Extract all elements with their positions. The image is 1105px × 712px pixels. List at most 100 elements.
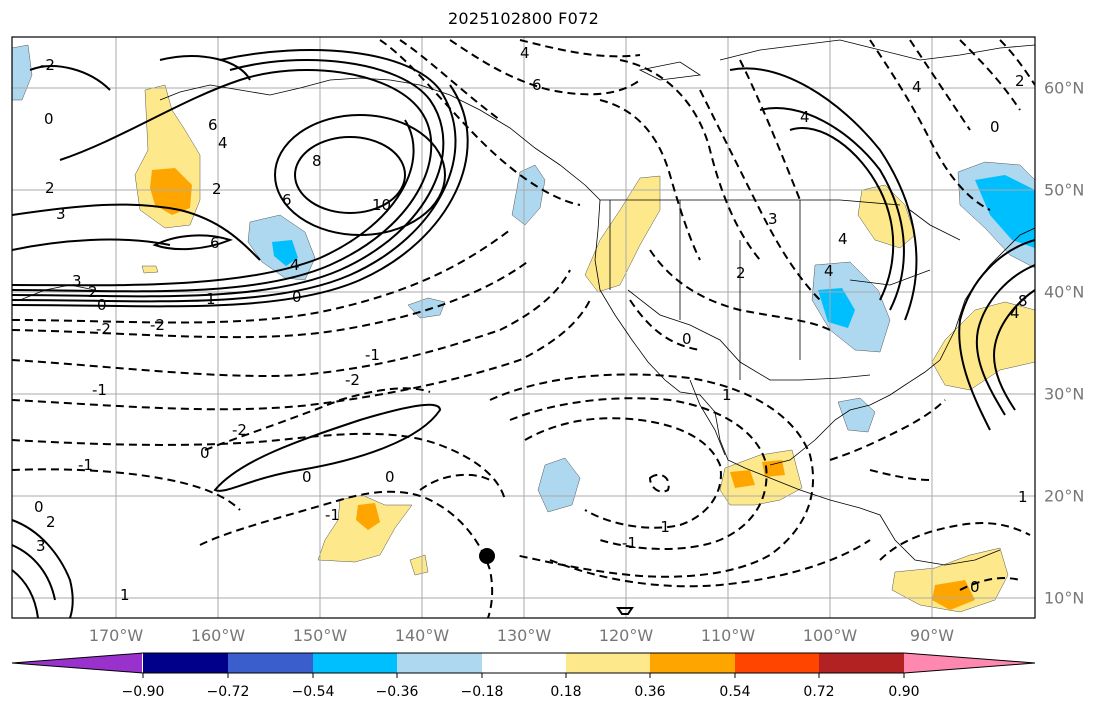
contour-label: 2 — [212, 180, 222, 198]
contour-label: 4 — [290, 256, 300, 274]
lon-label: 100°W — [802, 626, 858, 645]
positive-anomaly-core — [762, 460, 785, 477]
colorbar-segment — [566, 653, 650, 673]
lon-label: 90°W — [909, 626, 955, 645]
solid-contours — [12, 49, 1035, 618]
contour-label: 1 — [120, 586, 130, 604]
contour-label: 2 — [88, 283, 98, 301]
positive-anomaly-area — [409, 554, 429, 576]
contour-label: 4 — [218, 134, 228, 152]
contour-label: 3 — [36, 537, 46, 555]
lat-lon-grid — [12, 37, 1035, 618]
contour-label: 4 — [800, 108, 810, 126]
colorbar-tick-label: −0.36 — [375, 684, 419, 700]
contour-label: -2 — [150, 316, 165, 334]
contour-label: -1 — [78, 456, 93, 474]
contour-labels: 4 6 6 4 8 10 6 2 2 3 6 4 3 2 0 -2 -2 0 1… — [34, 44, 1028, 604]
contour-label: -1 — [92, 381, 107, 399]
contour-label: 0 — [292, 288, 302, 306]
lon-label: 150°W — [292, 626, 348, 645]
lat-label: 40°N — [1044, 282, 1085, 302]
small-island-marker — [616, 607, 634, 615]
map-frame — [11, 36, 1036, 619]
contour-label: -1 — [365, 346, 380, 364]
lat-label: 50°N — [1044, 180, 1085, 200]
contour-label: 8 — [312, 152, 322, 170]
lon-label: 110°W — [700, 626, 756, 645]
contour-label: 1 — [722, 386, 732, 404]
coastlines — [19, 39, 1035, 566]
colorbar-segment — [735, 653, 819, 673]
contour-label: 4 — [1010, 304, 1020, 322]
contour-label: 10 — [372, 196, 391, 214]
colorbar-tick-label: 0.36 — [634, 684, 666, 700]
contour-label: 0 — [385, 468, 395, 486]
contour-label: 0 — [682, 330, 692, 348]
negative-anomaly-area — [537, 457, 581, 513]
contour-label: -2 — [96, 320, 111, 338]
contour-label: -1 — [325, 506, 340, 524]
contour-label: 2 — [1015, 72, 1025, 90]
colorbar-segment — [228, 653, 313, 673]
colorbar-segment — [819, 653, 904, 673]
contour-label: 3 — [56, 205, 66, 223]
contour-label: 8 — [1018, 292, 1028, 310]
negative-anomaly-area — [837, 397, 876, 433]
colorbar-segment — [397, 653, 482, 673]
colorbar — [11, 652, 1036, 678]
positive-anomaly-area — [857, 184, 916, 249]
contour-label: 2 — [46, 513, 56, 531]
contour-label: 0 — [34, 498, 44, 516]
lat-label: 10°N — [1044, 588, 1085, 608]
lat-label: 20°N — [1044, 486, 1085, 506]
dashed-contours — [12, 39, 1035, 618]
contour-label: 0 — [990, 118, 1000, 136]
colorbar-tick-label: 0.90 — [888, 684, 920, 700]
contour-label: 6 — [532, 76, 542, 94]
colorbar-segment — [482, 653, 566, 673]
contour-label: 0 — [970, 578, 980, 596]
lon-label: 130°W — [496, 626, 552, 645]
contour-label: 4 — [520, 44, 530, 62]
colorbar-tick-label: −0.72 — [206, 684, 250, 700]
contour-label: -1 — [622, 534, 637, 552]
negative-anomaly-core — [975, 175, 1035, 248]
colorbar-segment — [143, 653, 228, 673]
contour-label: -1 — [655, 518, 670, 536]
contour-label: 2 — [736, 264, 746, 282]
positive-anomaly-core — [150, 168, 192, 215]
colorbar-tick-label: 0.72 — [803, 684, 835, 700]
contour-label: 0 — [200, 444, 210, 462]
positive-anomaly-core — [730, 470, 755, 488]
contour-label: 6 — [208, 116, 218, 134]
colorbar-tick-label: 0.54 — [719, 684, 751, 700]
contour-label: -2 — [232, 421, 247, 439]
lat-label: 60°N — [1044, 78, 1085, 98]
colorbar-segment — [650, 653, 735, 673]
colorbar-extend-high — [904, 653, 1035, 673]
lon-label: 170°W — [88, 626, 144, 645]
contour-label: 0 — [302, 468, 312, 486]
location-marker — [479, 548, 495, 564]
colorbar-extend-low — [12, 653, 142, 673]
positive-anomaly-core — [356, 503, 380, 530]
colorbar-tick-label: −0.18 — [460, 684, 504, 700]
shaded-anomaly-fields — [12, 44, 1035, 613]
lat-label: 30°N — [1044, 384, 1085, 404]
lon-label: 120°W — [598, 626, 654, 645]
lon-label: 140°W — [394, 626, 450, 645]
positive-anomaly-area — [141, 265, 159, 274]
contour-label: -2 — [345, 371, 360, 389]
negative-anomaly-area — [511, 164, 546, 226]
colorbar-tick-label: −0.90 — [121, 684, 165, 700]
contour-label: 6 — [210, 234, 220, 252]
contour-label: 0 — [44, 110, 54, 128]
contour-label: 1 — [206, 290, 216, 308]
map-title: 2025102800 F072 — [447, 9, 600, 28]
contour-label: 3 — [72, 272, 82, 290]
contour-label: 1 — [1018, 488, 1028, 506]
colorbar-segment — [313, 653, 397, 673]
contour-label: 4 — [912, 78, 922, 96]
contour-label: 3 — [768, 210, 778, 228]
colorbar-tick-label: −0.54 — [291, 684, 335, 700]
